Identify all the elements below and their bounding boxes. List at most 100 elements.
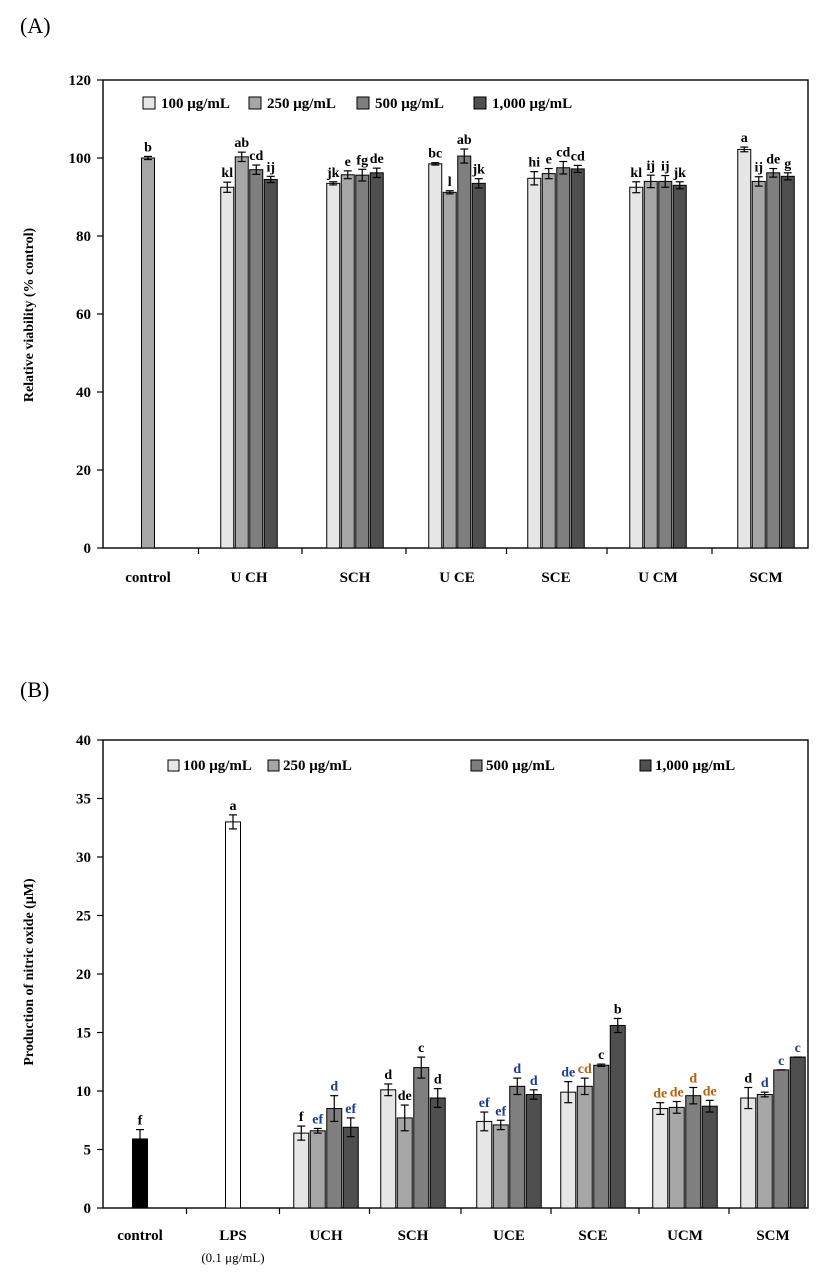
- bar: [428, 163, 443, 549]
- bar: [141, 157, 155, 549]
- significance-letter: cd: [578, 1062, 592, 1077]
- bar: [556, 167, 571, 549]
- category-label: SCE: [578, 1228, 607, 1244]
- category-label: LPS: [219, 1228, 247, 1244]
- bar: [471, 182, 486, 549]
- significance-letter: fg: [356, 153, 368, 168]
- significance-letter: a: [230, 799, 237, 814]
- y-tick-label: 15: [76, 1026, 91, 1042]
- legend-label: 1,000 μg/mL: [655, 758, 735, 774]
- category-label: SCH: [398, 1228, 429, 1244]
- significance-letter: l: [448, 175, 452, 190]
- bar: [658, 180, 673, 549]
- bar: [413, 1067, 430, 1209]
- significance-letter: a: [741, 131, 748, 146]
- significance-letter: ef: [495, 1104, 506, 1119]
- legend-label: 500 μg/mL: [486, 758, 555, 774]
- significance-letter: d: [330, 1080, 338, 1095]
- bar: [560, 1091, 577, 1209]
- legend-label: 1,000 μg/mL: [492, 96, 572, 112]
- bar: [249, 169, 264, 549]
- y-tick-label: 20: [76, 463, 91, 479]
- category-label: UCH: [309, 1228, 343, 1244]
- significance-letter: ij: [266, 160, 275, 175]
- legend-swatch: [142, 96, 156, 110]
- panel-b-chart: (B) Production of nitric oxide (μM) 0 5 10…: [20, 677, 809, 1265]
- significance-letter: de: [370, 152, 384, 167]
- bar: [225, 821, 241, 1209]
- bar: [570, 168, 585, 549]
- significance-letter: c: [418, 1041, 424, 1056]
- significance-letter: d: [434, 1073, 442, 1088]
- y-tick-label: 5: [84, 1143, 92, 1159]
- bar: [525, 1094, 542, 1209]
- significance-letter: d: [761, 1076, 769, 1091]
- significance-letter: b: [144, 140, 152, 155]
- significance-letter: hi: [528, 156, 540, 171]
- legend-swatch: [639, 759, 652, 772]
- significance-letter: d: [384, 1068, 392, 1083]
- bar: [740, 1097, 757, 1209]
- category-label: SCE: [541, 570, 570, 586]
- significance-letter: d: [689, 1071, 697, 1086]
- y-tick-label: 20: [76, 967, 91, 983]
- significance-letter: ef: [345, 1102, 356, 1117]
- significance-letter: cd: [249, 149, 263, 164]
- bar: [309, 1130, 326, 1209]
- category-label: UCE: [493, 1228, 525, 1244]
- significance-letter: e: [345, 155, 351, 170]
- bar: [326, 1108, 343, 1209]
- category-sublabel: (0.1 μg/mL): [201, 1250, 264, 1265]
- significance-letter: ab: [457, 133, 472, 148]
- bar: [672, 184, 687, 549]
- bar: [429, 1097, 446, 1209]
- significance-letter: de: [766, 153, 780, 168]
- bar: [527, 177, 542, 549]
- bar: [701, 1105, 718, 1209]
- significance-letter: ef: [312, 1112, 323, 1127]
- bar: [609, 1024, 626, 1209]
- bar: [652, 1108, 669, 1209]
- bar: [629, 186, 644, 549]
- significance-letter: de: [561, 1066, 575, 1081]
- bar: [737, 148, 752, 549]
- bar: [457, 155, 472, 549]
- bar: [756, 1094, 773, 1209]
- panel-a-y-axis-label: Relative viability (% control): [22, 228, 37, 403]
- legend-swatch: [167, 759, 180, 772]
- bar: [751, 180, 766, 549]
- y-tick-label: 120: [69, 73, 92, 89]
- category-label: U CH: [230, 570, 267, 586]
- significance-letter: cd: [571, 149, 585, 164]
- bar: [369, 172, 384, 549]
- significance-letter: ij: [754, 161, 763, 176]
- y-tick-label: 0: [84, 541, 92, 557]
- bar: [780, 175, 795, 549]
- y-tick-label: 100: [69, 151, 92, 167]
- significance-letter: ef: [479, 1096, 490, 1111]
- panel-b-label: (B): [20, 677, 49, 702]
- y-tick-label: 25: [76, 909, 91, 925]
- bar: [340, 174, 355, 549]
- significance-letter: e: [546, 153, 552, 168]
- significance-letter: jk: [472, 163, 486, 178]
- category-label: SCM: [756, 1228, 789, 1244]
- y-tick-label: 40: [76, 733, 91, 749]
- category-label: U CE: [439, 570, 474, 586]
- panel-a-label: (A): [20, 13, 51, 38]
- significance-letter: f: [299, 1110, 304, 1125]
- bar: [396, 1117, 413, 1209]
- y-tick-label: 30: [76, 850, 91, 866]
- significance-letter: f: [138, 1114, 143, 1129]
- significance-letter: de: [703, 1084, 717, 1099]
- panel-a-chart: (A) Relative viability (% control) 0 20 40…: [20, 13, 809, 586]
- category-label: control: [117, 1228, 163, 1244]
- legend-label: 100 μg/mL: [161, 96, 230, 112]
- bar: [509, 1085, 526, 1209]
- legend-label: 250 μg/mL: [283, 758, 352, 774]
- legend-swatch: [356, 96, 370, 110]
- significance-letter: kl: [630, 166, 642, 181]
- significance-letter: de: [398, 1089, 412, 1104]
- bar: [643, 180, 658, 549]
